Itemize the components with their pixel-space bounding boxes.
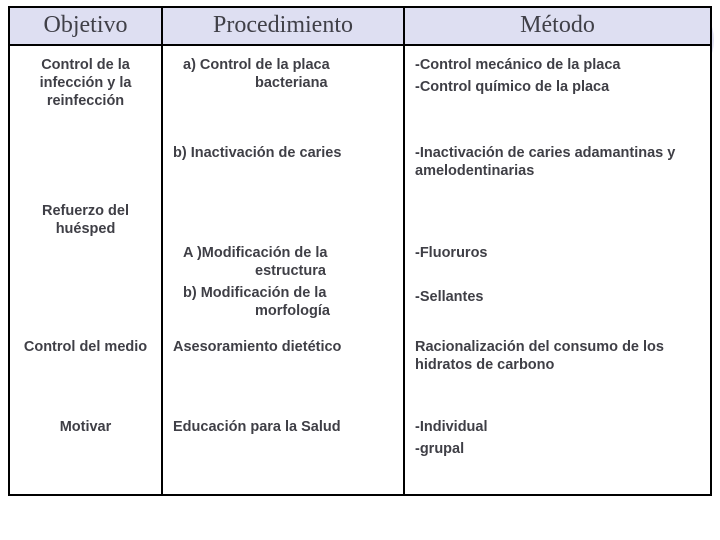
cell-objetivo: Control del medio — [10, 328, 163, 408]
proc-sub: estructura — [207, 263, 326, 279]
cell-objetivo: Control de la infección y la reinfección — [10, 46, 163, 134]
proc-label: b) Modificación de la — [183, 285, 326, 301]
table-row: Control de la infección y la reinfección… — [10, 46, 710, 134]
cell-objetivo: Refuerzo del huésped — [10, 202, 163, 328]
table-row: Refuerzo del huésped A )Modificación de … — [10, 216, 710, 328]
metodo-item: Racionalización del consumo de los hidra… — [415, 338, 700, 374]
cell-procedimiento: Educación para la Salud — [163, 408, 405, 494]
metodo-item: -Control químico de la placa — [415, 78, 700, 96]
proc-sub: bacteriana — [207, 75, 328, 91]
content-table: Objetivo Procedimiento Método Control de… — [8, 6, 712, 496]
proc-item: Educación para la Salud — [173, 418, 393, 436]
proc-item: b) Inactivación de caries — [173, 144, 393, 162]
metodo-item: -Fluoruros — [415, 244, 700, 262]
cell-metodo: -Inactivación de caries adamantinas y am… — [405, 134, 710, 216]
cell-procedimiento: b) Inactivación de caries — [163, 134, 405, 216]
cell-procedimiento: A )Modificación de la estructura b) Modi… — [163, 216, 405, 328]
proc-label: A )Modificación de la — [183, 245, 327, 261]
proc-sub: morfología — [207, 303, 330, 319]
metodo-item: -Control mecánico de la placa — [415, 56, 700, 74]
cell-metodo: Racionalización del consumo de los hidra… — [405, 328, 710, 408]
proc-label: a) Control de la placa — [183, 57, 330, 73]
proc-item: b) Modificación de la morfología — [173, 284, 393, 320]
cell-metodo: -Fluoruros -Sellantes — [405, 216, 710, 328]
metodo-item: -Sellantes — [415, 288, 700, 306]
header-metodo: Método — [405, 8, 710, 46]
table-row: Control del medio Asesoramiento dietétic… — [10, 328, 710, 408]
cell-objetivo: Motivar — [10, 408, 163, 494]
header-procedimiento: Procedimiento — [163, 8, 405, 46]
metodo-item: -Individual — [415, 418, 700, 436]
cell-metodo: -Control mecánico de la placa -Control q… — [405, 46, 710, 134]
cell-metodo: -Individual -grupal — [405, 408, 710, 494]
table-row: Motivar Educación para la Salud -Individ… — [10, 408, 710, 494]
cell-procedimiento: a) Control de la placa bacteriana — [163, 46, 405, 134]
proc-item: a) Control de la placa bacteriana — [173, 56, 393, 92]
header-objetivo: Objetivo — [10, 8, 163, 46]
proc-item: Asesoramiento dietético — [173, 338, 393, 356]
table-header-row: Objetivo Procedimiento Método — [10, 8, 710, 46]
metodo-item: -Inactivación de caries adamantinas y am… — [415, 144, 700, 180]
proc-item: A )Modificación de la estructura — [173, 244, 393, 280]
metodo-item: -grupal — [415, 440, 700, 458]
objetivo-text: Refuerzo del huésped — [42, 203, 129, 237]
cell-procedimiento: Asesoramiento dietético — [163, 328, 405, 408]
